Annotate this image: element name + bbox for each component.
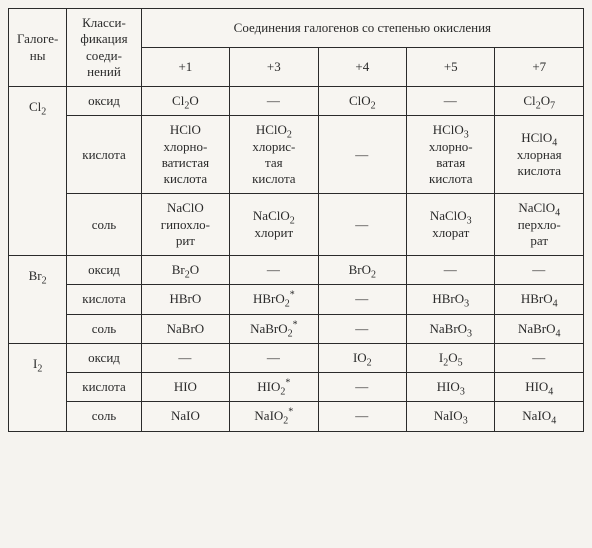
compound-cell: Cl2O7 bbox=[495, 87, 584, 116]
compound-cell: — bbox=[230, 256, 318, 285]
compound-cell: ClO2 bbox=[318, 87, 406, 116]
compound-cell: HClO3хлорно-ватаякислота bbox=[407, 116, 495, 194]
compound-cell: NaBrO4 bbox=[495, 314, 584, 343]
compound-cell: HClO4хлорнаякислота bbox=[495, 116, 584, 194]
compound-cell: HBrO3 bbox=[407, 285, 495, 314]
compound-cell: HBrO bbox=[141, 285, 229, 314]
compound-cell: NaClO4перхло-рат bbox=[495, 194, 584, 256]
header-ox-5: +5 bbox=[407, 48, 495, 87]
header-classification: Класси-фикациясоеди-нений bbox=[67, 9, 141, 87]
header-ox-3: +3 bbox=[230, 48, 318, 87]
compound-cell: HClOхлорно-ватистаякислота bbox=[141, 116, 229, 194]
compound-cell: — bbox=[495, 256, 584, 285]
header-ox-4: +4 bbox=[318, 48, 406, 87]
compound-cell: — bbox=[318, 373, 406, 402]
table-body: Cl2оксидCl2O—ClO2—Cl2O7кислотаHClOхлорно… bbox=[9, 87, 584, 432]
compound-cell: NaIO bbox=[141, 402, 229, 431]
table-row: кислотаHClOхлорно-ватистаякислотаHClO2хл… bbox=[9, 116, 584, 194]
compound-cell: — bbox=[318, 116, 406, 194]
compound-cell: NaBrO3 bbox=[407, 314, 495, 343]
compound-cell: — bbox=[318, 194, 406, 256]
table-row: сольNaClOгипохло-ритNaClO2хлорит—NaClO3х… bbox=[9, 194, 584, 256]
compound-cell: BrO2 bbox=[318, 256, 406, 285]
header-compounds-title: Соединения галогенов со степенью окислен… bbox=[141, 9, 583, 48]
compound-cell: I2O5 bbox=[407, 343, 495, 372]
classification-cell: кислота bbox=[67, 116, 141, 194]
compound-cell: HClO2хлорис-таякислота bbox=[230, 116, 318, 194]
compound-cell: — bbox=[230, 87, 318, 116]
compound-cell: HIO2* bbox=[230, 373, 318, 402]
compound-cell: — bbox=[141, 343, 229, 372]
table-row: кислотаHIOHIO2*—HIO3HIO4 bbox=[9, 373, 584, 402]
compound-cell: NaClO3хлорат bbox=[407, 194, 495, 256]
classification-cell: оксид bbox=[67, 87, 141, 116]
header-halogens: Галоге-ны bbox=[9, 9, 67, 87]
compound-cell: — bbox=[407, 87, 495, 116]
table-row: сольNaIONaIO2*—NaIO3NaIO4 bbox=[9, 402, 584, 431]
compound-cell: — bbox=[230, 343, 318, 372]
classification-cell: соль bbox=[67, 194, 141, 256]
table-row: кислотаHBrOHBrO2*—HBrO3HBrO4 bbox=[9, 285, 584, 314]
table-row: I2оксид——IO2I2O5— bbox=[9, 343, 584, 372]
halogen-cell: Cl2 bbox=[9, 87, 67, 256]
compound-cell: — bbox=[318, 402, 406, 431]
halogen-compounds-table: Галоге-ны Класси-фикациясоеди-нений Соед… bbox=[8, 8, 584, 432]
classification-cell: кислота bbox=[67, 373, 141, 402]
classification-cell: кислота bbox=[67, 285, 141, 314]
compound-cell: NaBrO bbox=[141, 314, 229, 343]
compound-cell: IO2 bbox=[318, 343, 406, 372]
compound-cell: NaIO4 bbox=[495, 402, 584, 431]
compound-cell: — bbox=[407, 256, 495, 285]
classification-cell: оксид bbox=[67, 256, 141, 285]
compound-cell: HIO3 bbox=[407, 373, 495, 402]
classification-cell: соль bbox=[67, 402, 141, 431]
compound-cell: NaBrO2* bbox=[230, 314, 318, 343]
compound-cell: Br2O bbox=[141, 256, 229, 285]
halogen-cell: Br2 bbox=[9, 256, 67, 344]
compound-cell: — bbox=[318, 285, 406, 314]
compound-cell: HIO bbox=[141, 373, 229, 402]
classification-cell: оксид bbox=[67, 343, 141, 372]
table-header: Галоге-ны Класси-фикациясоеди-нений Соед… bbox=[9, 9, 584, 87]
table-row: Br2оксидBr2O—BrO2—— bbox=[9, 256, 584, 285]
compound-cell: NaClO2хлорит bbox=[230, 194, 318, 256]
compound-cell: — bbox=[318, 314, 406, 343]
compound-cell: HBrO2* bbox=[230, 285, 318, 314]
compound-cell: — bbox=[495, 343, 584, 372]
compound-cell: NaIO2* bbox=[230, 402, 318, 431]
compound-cell: HBrO4 bbox=[495, 285, 584, 314]
compound-cell: NaIO3 bbox=[407, 402, 495, 431]
header-ox-1: +1 bbox=[141, 48, 229, 87]
compound-cell: Cl2O bbox=[141, 87, 229, 116]
table-row: сольNaBrONaBrO2*—NaBrO3NaBrO4 bbox=[9, 314, 584, 343]
halogen-cell: I2 bbox=[9, 343, 67, 431]
classification-cell: соль bbox=[67, 314, 141, 343]
compound-cell: HIO4 bbox=[495, 373, 584, 402]
compound-cell: NaClOгипохло-рит bbox=[141, 194, 229, 256]
header-ox-7: +7 bbox=[495, 48, 584, 87]
table-row: Cl2оксидCl2O—ClO2—Cl2O7 bbox=[9, 87, 584, 116]
